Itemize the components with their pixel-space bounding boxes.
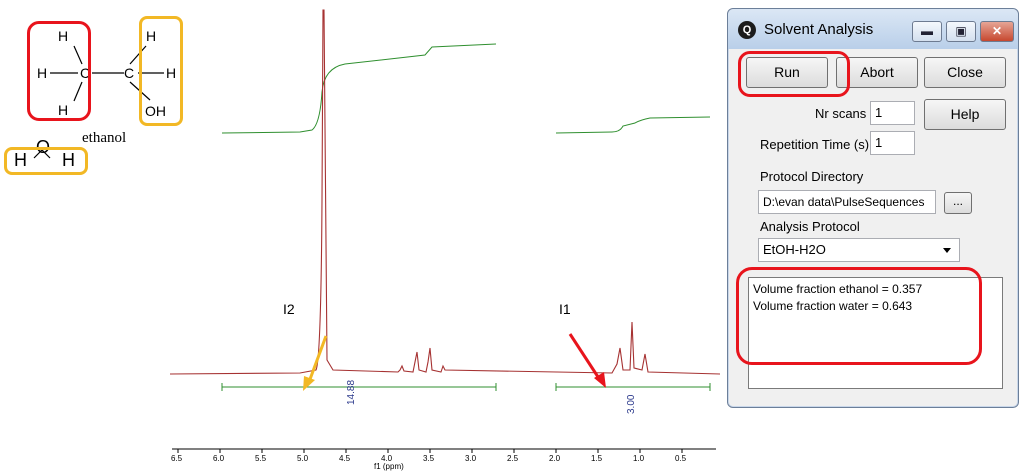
ethanol-atom-h: H <box>166 65 177 81</box>
ethanol-atom-h: H <box>58 28 69 44</box>
result-line: Volume fraction water = 0.643 <box>753 299 913 313</box>
solvent-analysis-window: Q Solvent Analysis ▬ ▣ ✕ Run Abort Close… <box>727 8 1019 408</box>
water-atom-h: H <box>14 150 27 170</box>
integral-curve <box>555 116 711 134</box>
ethanol-atom-c: C <box>80 65 91 81</box>
annotation-i1: I1 <box>559 301 571 317</box>
axis-tick-label: 2.5 <box>507 454 519 463</box>
spectrum-trace <box>169 9 721 375</box>
app-logo-icon: Q <box>738 21 756 39</box>
axis-tick-label: 6.5 <box>171 454 183 463</box>
analysis-protocol-value: EtOH-H2O <box>763 242 826 257</box>
repetition-time-label: Repetition Time (s) <box>760 137 870 152</box>
methyl-highlight <box>27 21 91 121</box>
window-title: Solvent Analysis <box>764 21 874 38</box>
integral-curve <box>221 43 497 134</box>
chevron-down-icon <box>943 248 951 253</box>
axis-tick-label: 5.5 <box>255 454 267 463</box>
maximize-icon[interactable]: ▣ <box>946 21 976 42</box>
arrow-i1 <box>568 333 602 381</box>
result-line: Volume fraction ethanol = 0.357 <box>753 282 923 296</box>
axis-tick-label: 3.0 <box>465 454 477 463</box>
protocol-directory-label: Protocol Directory <box>760 169 864 184</box>
results-highlight <box>736 267 982 365</box>
close-icon[interactable]: ✕ <box>980 21 1014 42</box>
axis-tick-label: 0.5 <box>675 454 687 463</box>
analysis-protocol-select[interactable]: EtOH-H2O <box>758 238 960 262</box>
water-atom-h: H <box>62 150 75 170</box>
results-output[interactable]: Volume fraction ethanol = 0.357 Volume f… <box>748 277 1003 389</box>
axis-tick-label: 4.0 <box>381 454 393 463</box>
protocol-directory-input[interactable]: D:\evan data\PulseSequences <box>758 190 936 214</box>
axis-tick-label: 1.5 <box>591 454 603 463</box>
axis-tick-label: 2.0 <box>549 454 561 463</box>
water-highlight <box>4 147 88 175</box>
close-button[interactable]: Close <box>924 57 1006 88</box>
axis-tick-label: 3.5 <box>423 454 435 463</box>
minimize-icon[interactable]: ▬ <box>912 21 942 42</box>
axis-label: f1 (ppm) <box>374 462 404 471</box>
run-highlight <box>738 51 850 97</box>
ethanol-atom-h: H <box>37 65 48 81</box>
ethanol-atom-oh: OH <box>145 103 166 119</box>
analysis-protocol-label: Analysis Protocol <box>760 219 860 234</box>
ethanol-label: ethanol <box>82 130 127 146</box>
help-button[interactable]: Help <box>924 99 1006 130</box>
ethanol-atom-h: H <box>58 102 69 118</box>
repetition-time-input[interactable]: 1 <box>870 131 915 155</box>
integral-value: 14.88 <box>346 379 357 405</box>
browse-button[interactable]: ... <box>944 192 972 214</box>
hydroxyl-highlight <box>139 16 183 126</box>
nmr-spectrum: 14.88 3.00 I2 I1 6.5 6.0 5.5 5.0 4.5 4.0… <box>169 9 721 471</box>
ethanol-structure: H H H C C H H OH ethanol H O H <box>0 0 190 190</box>
axis-tick-label: 1.0 <box>633 454 645 463</box>
axis-tick-label: 5.0 <box>297 454 309 463</box>
nr-scans-label: Nr scans <box>815 106 867 121</box>
axis-tick-label: 4.5 <box>339 454 351 463</box>
title-bar[interactable]: Q Solvent Analysis ▬ ▣ ✕ <box>728 9 1018 49</box>
integral-value: 3.00 <box>626 394 637 414</box>
ethanol-atom-h: H <box>146 28 157 44</box>
arrow-i2 <box>307 335 328 383</box>
axis-tick-label: 6.0 <box>213 454 225 463</box>
annotation-i2: I2 <box>283 301 295 317</box>
nr-scans-input[interactable]: 1 <box>870 101 915 125</box>
ethanol-atom-c: C <box>124 65 135 81</box>
run-button[interactable]: Run <box>746 57 828 88</box>
